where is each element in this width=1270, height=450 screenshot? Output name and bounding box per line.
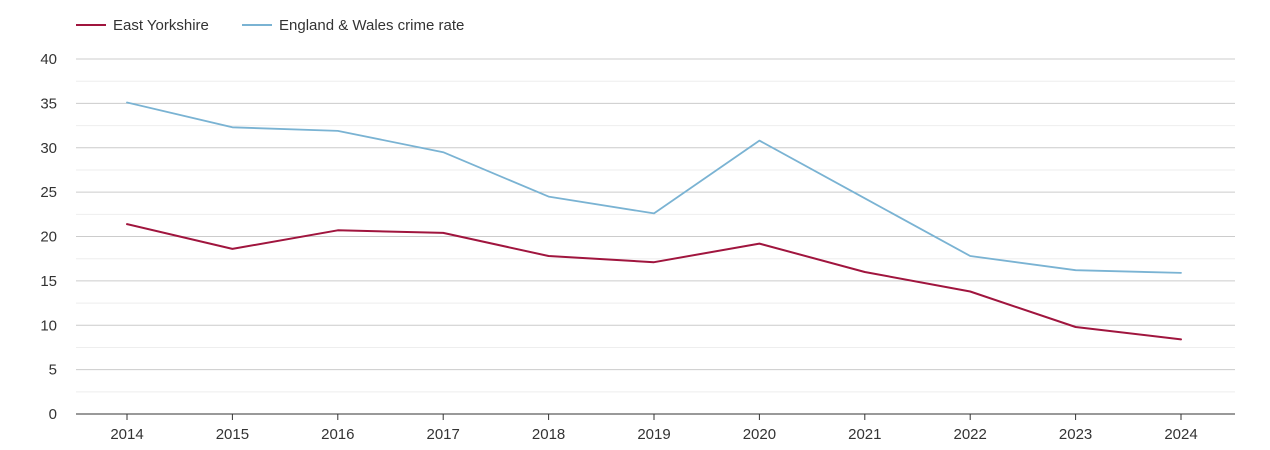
x-tick-label: 2017	[427, 426, 460, 443]
x-axis: 2014 2015 2016 2017 2018 2019 2020 2021 2022 2023…	[76, 413, 1235, 443]
x-tick-label: 2020	[743, 426, 776, 443]
x-tick-label: 2014	[110, 426, 143, 443]
x-tick-label: 2019	[637, 426, 670, 443]
x-tick-label: 2015	[216, 426, 249, 443]
y-tick-label: 5	[49, 362, 57, 379]
y-tick-label: 10	[40, 317, 57, 334]
legend-item[interactable]: England & Wales crime rate	[242, 17, 464, 34]
x-tick-label: 2023	[1059, 426, 1092, 443]
legend-item[interactable]: East Yorkshire	[76, 17, 209, 34]
y-tick-label: 25	[40, 184, 57, 201]
y-tick-label: 15	[40, 273, 57, 290]
x-tick-label: 2022	[954, 426, 987, 443]
y-axis: 0 5 10 15 20 25 30 35 40	[40, 51, 57, 423]
y-tick-label: 0	[49, 406, 57, 423]
series-lines	[126, 101, 1182, 341]
series-line-england-wales	[126, 101, 1182, 274]
x-tick-label: 2016	[321, 426, 354, 443]
legend-label: East Yorkshire	[113, 17, 209, 34]
y-tick-label: 35	[40, 95, 57, 112]
grid-lines	[76, 58, 1235, 393]
x-tick-label: 2021	[848, 426, 881, 443]
legend: East Yorkshire England & Wales crime rate	[76, 17, 464, 34]
x-tick-label: 2024	[1164, 426, 1197, 443]
y-tick-label: 30	[40, 140, 57, 157]
x-tick-label: 2018	[532, 426, 565, 443]
y-tick-label: 40	[40, 51, 57, 68]
y-tick-label: 20	[40, 229, 57, 246]
legend-label: England & Wales crime rate	[279, 17, 464, 34]
series-line-east-yorkshire	[126, 223, 1182, 341]
